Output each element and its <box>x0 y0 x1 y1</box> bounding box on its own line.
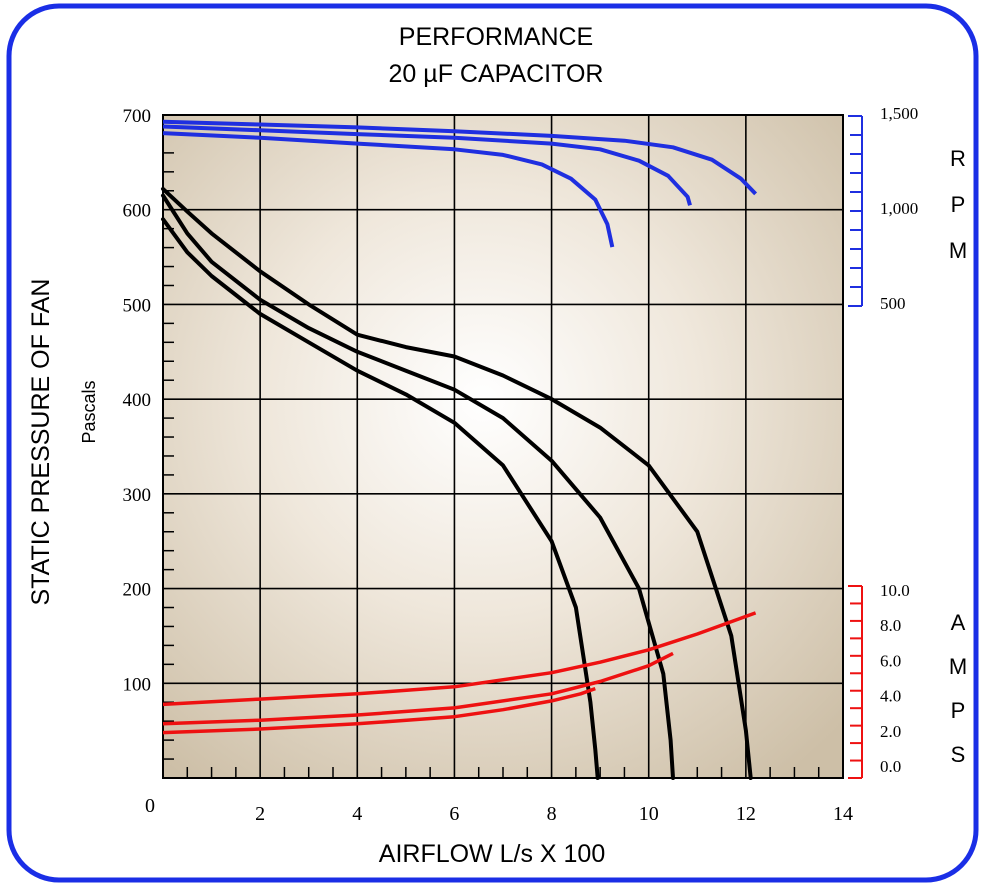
amps-tick-label: 0.0 <box>880 757 901 776</box>
amps-tick-label: 4.0 <box>880 687 901 706</box>
y-tick-label: 500 <box>123 295 152 316</box>
y-tick-label: 200 <box>123 580 152 601</box>
amps-tick-label: 2.0 <box>880 722 901 741</box>
amps-axis-label-letter: M <box>949 654 967 679</box>
x-tick-label: 12 <box>736 803 756 825</box>
plot-area <box>163 115 843 778</box>
x-tick-label: 4 <box>352 803 362 825</box>
y-tick-label: 100 <box>123 674 152 695</box>
amps-axis-label-letter: A <box>951 610 966 635</box>
rpm-curve <box>162 119 758 196</box>
rpm-tick-label: 1,500 <box>880 104 918 123</box>
amps-curve <box>162 611 757 707</box>
x-tick-label: 14 <box>833 803 853 825</box>
pressure-curve <box>161 193 675 780</box>
y-tick-labels: 100 200 300 400 500 600 700 <box>123 106 152 695</box>
amps-tick-label: 8.0 <box>880 616 901 635</box>
rpm-curve <box>162 131 615 248</box>
pressure-curve <box>161 217 600 780</box>
x-tick-labels: 0 2 4 6 8 10 12 14 <box>145 795 853 825</box>
amps-tick-label: 6.0 <box>880 651 901 670</box>
chart-title: PERFORMANCE <box>399 23 593 51</box>
y-tick-label: 400 <box>123 390 152 411</box>
rpm-tick-label: 500 <box>880 294 906 313</box>
y-tick-label: 300 <box>123 485 152 506</box>
pressure-curves <box>161 186 753 780</box>
y-axis-units: Pascals <box>79 380 99 443</box>
amps-curve <box>162 651 674 726</box>
rpm-tick-label: 1,000 <box>880 199 918 218</box>
rpm-axis-label-letter: R <box>950 146 966 171</box>
rpm-axis-label-letter: P <box>951 192 966 217</box>
pressure-curve <box>161 186 753 780</box>
y-tick-label: 700 <box>123 106 152 127</box>
y-axis-label: STATIC PRESSURE OF FAN <box>27 279 55 606</box>
amps-curves <box>162 611 757 735</box>
y-tick-label: 600 <box>123 201 152 222</box>
x-tick-label: 2 <box>255 803 265 825</box>
amps-tick-label: 10.0 <box>880 581 910 600</box>
amps-curve <box>162 686 596 735</box>
minor-ticks <box>163 133 820 778</box>
x-tick-label: 6 <box>449 803 459 825</box>
plot-border <box>162 114 844 779</box>
rpm-axis-label-letter: M <box>949 238 967 263</box>
x-tick-label: 8 <box>547 803 557 825</box>
x-axis-label: AIRFLOW L/s X 100 <box>379 840 605 868</box>
amps-axis-label-letter: P <box>951 698 966 723</box>
rpm-curve <box>162 124 692 206</box>
amps-axis-label-letter: S <box>951 742 966 767</box>
x-tick-label: 0 <box>145 795 155 817</box>
chart-subtitle: 20 µF CAPACITOR <box>389 60 604 88</box>
rpm-axis: 1,500 1,000 500 RPM <box>848 104 967 313</box>
x-tick-label: 10 <box>639 803 659 825</box>
rpm-curves <box>162 119 758 248</box>
grid <box>163 115 843 778</box>
